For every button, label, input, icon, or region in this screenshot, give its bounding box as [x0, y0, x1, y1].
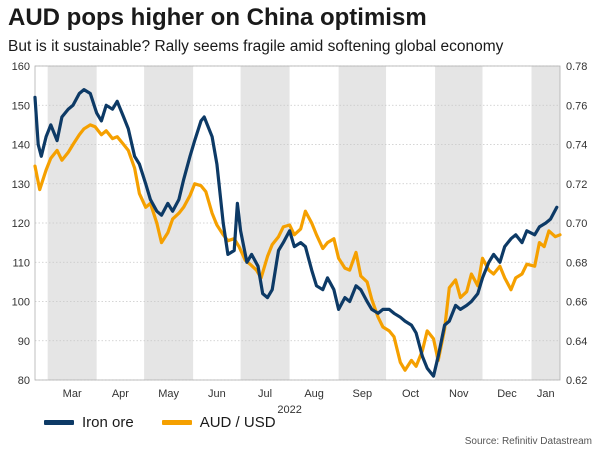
legend-swatch-iron-ore	[44, 420, 74, 425]
left-axis-tick-label: 130	[12, 179, 30, 191]
month-tick-label-apr: Apr	[112, 388, 129, 400]
source-note: Source: Refinitiv Datastream	[464, 436, 592, 447]
legend-label-aud-usd: AUD / USD	[199, 414, 276, 431]
shade-band-mar	[47, 66, 97, 380]
legend-swatch-aud-usd	[161, 420, 192, 425]
left-axis-tick-label: 110	[12, 257, 30, 269]
left-axis-tick-label: 80	[18, 375, 30, 387]
legend-item-aud-usd: AUD / USD	[161, 414, 276, 431]
left-axis-tick-label: 100	[12, 297, 30, 309]
month-tick-label-aug: Aug	[304, 388, 324, 400]
right-axis-tick-label: 0.74	[566, 140, 587, 152]
left-axis-tick-label: 90	[18, 336, 30, 348]
right-axis-tick-label: 0.68	[566, 257, 587, 269]
series-line-aud-usd	[33, 123, 562, 372]
month-tick-label-jan: Jan	[537, 388, 555, 400]
right-axis-tick-label: 0.64	[566, 336, 587, 348]
month-tick-label-sep: Sep	[353, 388, 373, 400]
right-axis-tick-label: 0.78	[566, 61, 587, 73]
legend-label-iron-ore: Iron ore	[82, 414, 134, 431]
month-tick-label-jun: Jun	[208, 388, 226, 400]
month-tick-label-dec: Dec	[497, 388, 517, 400]
right-axis-tick-label: 0.66	[566, 297, 587, 309]
right-axis-tick-label: 0.62	[566, 375, 587, 387]
left-axis-tick-label: 150	[12, 100, 30, 112]
shade-band-jul	[240, 66, 290, 380]
right-axis-tick-label: 0.72	[566, 179, 587, 191]
series-line-iron-ore	[33, 88, 559, 378]
year-label: 2022	[277, 404, 301, 416]
left-axis-tick-label: 120	[12, 218, 30, 230]
legend-item-iron-ore: Iron ore	[44, 414, 134, 431]
left-axis-tick-label: 160	[12, 61, 30, 73]
month-tick-label-mar: Mar	[63, 388, 82, 400]
right-axis-tick-label: 0.70	[566, 218, 587, 230]
plot-frame	[34, 65, 561, 381]
chart-title: AUD pops higher on China optimism	[8, 4, 427, 31]
left-axis-tick-label: 140	[12, 140, 30, 152]
month-tick-label-nov: Nov	[449, 388, 469, 400]
legend: Iron ore AUD / USD	[44, 414, 276, 431]
right-axis-tick-label: 0.76	[566, 100, 587, 112]
month-tick-label-oct: Oct	[402, 388, 419, 400]
chart-subtitle: But is it sustainable? Rally seems fragi…	[8, 38, 504, 55]
month-tick-label-may: May	[158, 388, 179, 400]
month-tick-label-jul: Jul	[258, 388, 272, 400]
